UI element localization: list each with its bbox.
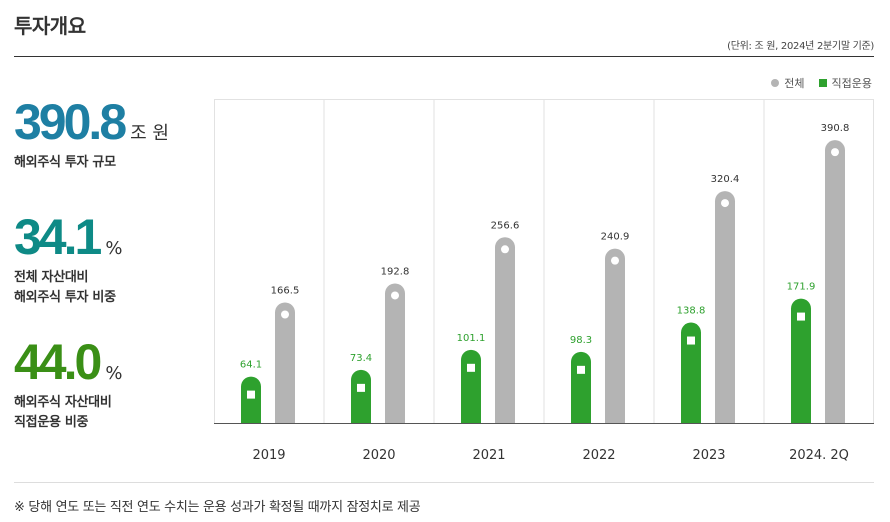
bar-direct <box>681 322 701 423</box>
legend-circle-icon <box>771 79 780 87</box>
stat-unit: % <box>105 363 123 384</box>
stat-investment-size: 390.8 조 원 해외주식 투자 규모 <box>14 93 169 173</box>
x-tick-label: 2022 <box>582 448 615 463</box>
bar-total <box>715 191 735 423</box>
legend-label-total: 전체 <box>784 77 805 90</box>
bar-total-label: 390.8 <box>821 123 850 134</box>
stat-unit: % <box>105 238 123 259</box>
bar-total-label: 192.8 <box>381 266 410 277</box>
legend-label-direct: 직접운용 <box>831 77 872 90</box>
bar-direct <box>461 349 481 423</box>
stat-label-line: 직접운용 비중 <box>14 415 89 430</box>
bar-total <box>825 140 845 423</box>
bar-direct-label: 98.3 <box>570 335 592 346</box>
stat-label-line: 전체 자산대비 <box>14 270 89 285</box>
bar-total <box>275 302 295 423</box>
stat-label: 전체 자산대비 해외주식 투자 비중 <box>14 268 122 308</box>
bar-direct <box>351 369 371 423</box>
stat-total-asset-share: 34.1 % 전체 자산대비 해외주식 투자 비중 <box>14 208 122 308</box>
bar-direct <box>241 376 261 423</box>
bar-total-marker <box>281 310 289 319</box>
bar-total-marker <box>611 256 619 265</box>
bar-total-marker <box>501 245 509 254</box>
bar-direct-marker <box>577 365 585 374</box>
bar-total-marker <box>391 291 399 300</box>
stat-label: 해외주식 투자 규모 <box>14 153 169 173</box>
stat-label: 해외주식 자산대비 직접운용 비중 <box>14 393 122 433</box>
x-tick-label: 2019 <box>252 448 285 463</box>
x-tick-label: 2020 <box>362 448 395 463</box>
legend-item-total: 전체 <box>771 75 805 91</box>
bar-total <box>385 283 405 423</box>
legend-item-direct: 직접운용 <box>818 75 872 91</box>
stat-direct-share: 44.0 % 해외주식 자산대비 직접운용 비중 <box>14 333 122 433</box>
bar-direct <box>571 351 591 423</box>
bar-chart-svg: 64.1 166.5 2019 73.4 192.8 2020 101.1 256.6 2021… <box>214 99 874 463</box>
chart-legend: 전체 직접운용 <box>771 75 872 91</box>
bar-chart: 64.1 166.5 2019 73.4 192.8 2020 101.1 256.6 2021… <box>214 99 874 473</box>
bar-direct-label: 101.1 <box>457 333 486 344</box>
stat-label-line: 해외주식 투자 규모 <box>14 155 116 170</box>
bar-total-marker <box>831 148 839 157</box>
legend-square-icon <box>818 79 827 87</box>
stat-value: 390.8 <box>14 94 127 150</box>
stat-value: 44.0 <box>14 334 102 390</box>
bar-direct-label: 138.8 <box>677 306 706 317</box>
bar-total <box>605 248 625 423</box>
bar-direct-marker <box>797 312 805 321</box>
bar-direct-marker <box>687 336 695 345</box>
bar-total <box>495 237 515 423</box>
x-tick-label: 2021 <box>472 448 505 463</box>
bar-direct-marker <box>467 363 475 372</box>
stat-label-line: 해외주식 자산대비 <box>14 395 112 410</box>
header-divider <box>14 56 874 57</box>
stat-label-line: 해외주식 투자 비중 <box>14 290 116 305</box>
bar-total-marker <box>721 199 729 208</box>
footnote: ※ 당해 연도 또는 직전 연도 수치는 운용 성과가 확정될 때까지 잠정치로… <box>14 500 421 515</box>
bar-direct-marker <box>247 390 255 399</box>
stat-unit: 조 원 <box>130 123 169 144</box>
bar-direct-label: 171.9 <box>787 282 816 293</box>
bar-total-label: 240.9 <box>601 232 630 243</box>
bar-total-label: 320.4 <box>711 174 740 185</box>
bar-direct-label: 73.4 <box>350 353 372 364</box>
bar-direct-label: 64.1 <box>240 360 262 371</box>
x-tick-label: 2024. 2Q <box>789 448 849 463</box>
unit-note: (단위: 조 원, 2024년 2분기말 기준) <box>727 41 874 52</box>
bar-total-label: 166.5 <box>271 285 300 296</box>
x-tick-label: 2023 <box>692 448 725 463</box>
bar-direct-marker <box>357 383 365 392</box>
page-title: 투자개요 <box>14 14 86 38</box>
stat-value: 34.1 <box>14 209 102 265</box>
bar-total-label: 256.6 <box>491 220 520 231</box>
footer-divider <box>14 482 874 483</box>
bar-direct <box>791 298 811 423</box>
